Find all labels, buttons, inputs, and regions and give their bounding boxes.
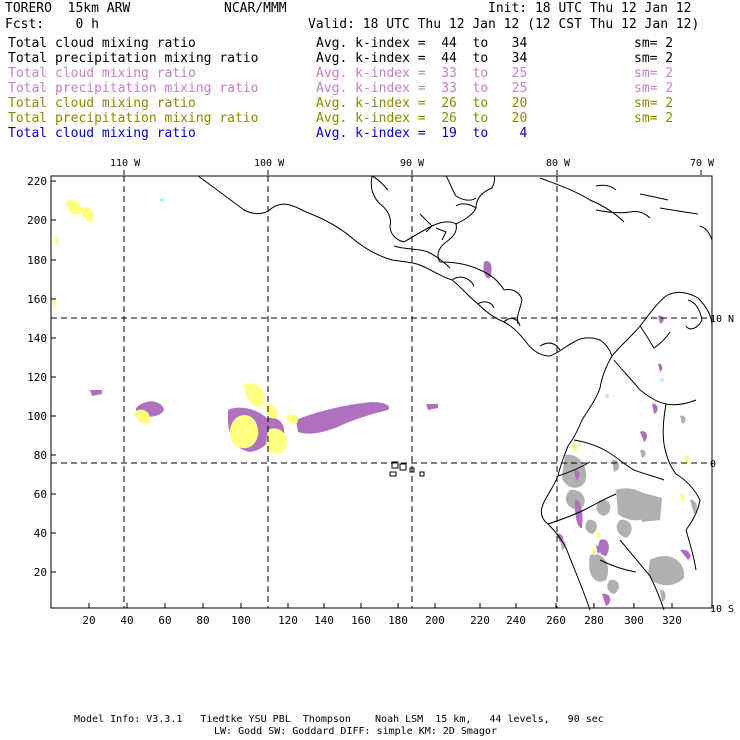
center-name: NCAR/MMM (224, 1, 287, 16)
valid-time: Valid: 18 UTC Thu 12 Jan 12 (12 CST Thu … (308, 17, 700, 32)
x-tick: 20 (82, 614, 95, 627)
legend-index: Avg. k-index = 26 to 20 (316, 111, 528, 126)
x-tick: 240 (506, 614, 526, 627)
legend-smoothing: sm= 2 (634, 96, 674, 111)
legend-index: Avg. k-index = 44 to 34 (316, 36, 528, 51)
lon-label: 80 W (546, 158, 571, 169)
model-title: TORERO 15km ARW (5, 1, 131, 16)
map-frame (50, 175, 713, 609)
yellow-cloud-areas (52, 200, 690, 556)
legend-field: Total cloud mixing ratio (8, 96, 196, 111)
y-tick: 20 (34, 566, 47, 579)
legend-field: Total precipitation mixing ratio (8, 111, 259, 126)
legend-smoothing: sm= 2 (634, 36, 674, 51)
legend-index: Avg. k-index = 33 to 25 (316, 66, 528, 81)
x-tick: 80 (196, 614, 209, 627)
y-axis-ticks: 220 200 180 160 140 120 100 80 60 40 20 (27, 175, 47, 579)
y-tick: 200 (27, 214, 47, 227)
legend-smoothing: sm= 2 (634, 111, 674, 126)
legend-smoothing: sm= 2 (634, 81, 674, 96)
x-tick: 60 (158, 614, 171, 627)
lat-label: 10 N (710, 314, 734, 325)
longitude-labels: 110 W 100 W 90 W 80 W 70 W (110, 158, 715, 169)
legend-index: Avg. k-index = 44 to 34 (316, 51, 528, 66)
x-tick: 300 (624, 614, 644, 627)
x-tick: 220 (470, 614, 490, 627)
x-tick-marks (88, 603, 673, 608)
legend-index: Avg. k-index = 19 to 4 (316, 126, 528, 141)
legend-smoothing: sm= 2 (634, 51, 674, 66)
x-tick: 120 (278, 614, 298, 627)
lat-label: 0 (710, 459, 716, 470)
x-tick: 280 (584, 614, 604, 627)
physics-info: LW: Godd SW: Goddard DIFF: simple KM: 2D… (214, 726, 497, 737)
lon-label: 90 W (400, 158, 425, 169)
init-time: Init: 18 UTC Thu 12 Jan 12 (488, 1, 692, 16)
lon-label: 100 W (254, 158, 285, 169)
legend-field: Total cloud mixing ratio (8, 126, 196, 141)
y-tick: 120 (27, 371, 47, 384)
y-tick: 220 (27, 175, 47, 188)
forecast-hour: Fcst: 0 h (5, 17, 99, 32)
legend-field: Total precipitation mixing ratio (8, 51, 259, 66)
legend-field: Total cloud mixing ratio (8, 36, 196, 51)
latitude-labels: 10 N 0 10 S (710, 314, 734, 615)
x-tick: 260 (546, 614, 566, 627)
y-tick: 40 (34, 527, 47, 540)
x-tick: 320 (662, 614, 682, 627)
legend-index: Avg. k-index = 33 to 25 (316, 81, 528, 96)
graticule (51, 176, 712, 608)
y-tick: 100 (27, 410, 47, 423)
y-tick: 60 (34, 488, 47, 501)
y-tick: 180 (27, 254, 47, 267)
x-tick: 200 (425, 614, 445, 627)
lon-label: 110 W (110, 158, 141, 169)
x-tick: 180 (388, 614, 408, 627)
lat-label: 10 S (710, 604, 734, 615)
cyan-cloud-areas (160, 198, 664, 398)
x-tick: 40 (120, 614, 133, 627)
x-tick: 160 (351, 614, 371, 627)
lon-label: 70 W (690, 158, 715, 169)
coastlines (197, 175, 713, 611)
legend-field: Total precipitation mixing ratio (8, 81, 259, 96)
y-tick: 140 (27, 332, 47, 345)
model-info: Model Info: V3.3.1 Tiedtke YSU PBL Thomp… (74, 714, 604, 725)
y-tick: 160 (27, 293, 47, 306)
legend-field: Total cloud mixing ratio (8, 66, 196, 81)
cloud-fields (52, 198, 697, 606)
x-axis-ticks: 20 40 60 80 100 120 140 160 180 200 220 … (82, 614, 682, 627)
y-tick: 80 (34, 449, 47, 462)
y-tick-marks (51, 180, 56, 573)
x-tick: 100 (231, 614, 251, 627)
legend-smoothing: sm= 2 (634, 66, 674, 81)
x-tick: 140 (314, 614, 334, 627)
legend-index: Avg. k-index = 26 to 20 (316, 96, 528, 111)
purple-cloud-areas (90, 260, 691, 606)
top-ticks (123, 170, 702, 175)
